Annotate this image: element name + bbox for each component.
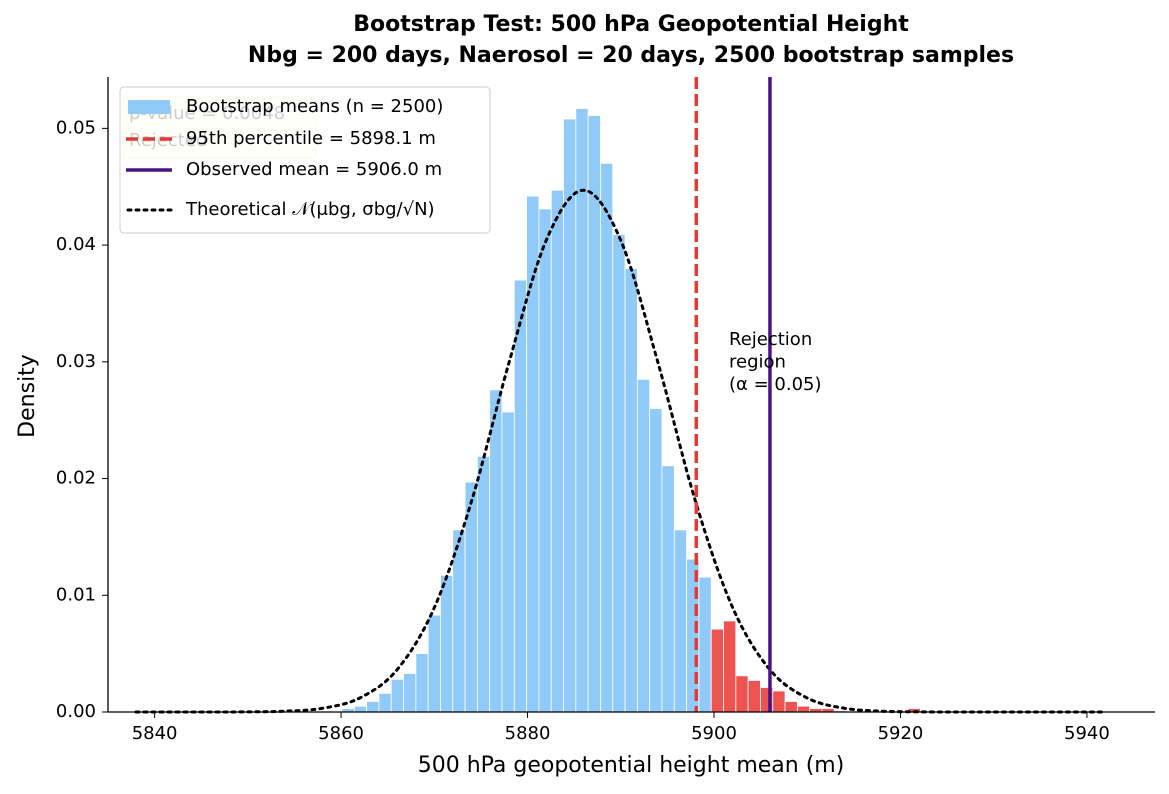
bar bbox=[710, 628, 724, 713]
legend-swatch bbox=[128, 100, 170, 114]
legend-label: Theoretical 𝒩(μbg, σbg/√N) bbox=[185, 199, 435, 220]
y-tick-label: 0.01 bbox=[56, 584, 96, 605]
legend-label: Bootstrap means (n = 2500) bbox=[186, 96, 443, 117]
bar bbox=[587, 115, 601, 713]
bar bbox=[563, 118, 577, 713]
rejection-label: Rejection bbox=[729, 329, 812, 350]
bar bbox=[649, 408, 663, 713]
bar bbox=[723, 620, 737, 713]
bar bbox=[796, 705, 811, 713]
chart-title: Bootstrap Test: 500 hPa Geopotential Hei… bbox=[353, 12, 909, 37]
bar bbox=[526, 195, 540, 713]
bar bbox=[550, 189, 564, 713]
x-tick-label: 5940 bbox=[1064, 723, 1110, 744]
bar bbox=[353, 705, 368, 713]
bar bbox=[698, 576, 712, 713]
y-axis-label: Density bbox=[15, 354, 40, 438]
bar bbox=[415, 653, 429, 713]
x-tick-label: 5900 bbox=[691, 723, 737, 744]
legend-label: Observed mean = 5906.0 m bbox=[186, 159, 442, 180]
x-tick-label: 5840 bbox=[132, 723, 178, 744]
bar bbox=[538, 208, 552, 713]
y-tick-label: 0.03 bbox=[56, 351, 96, 372]
bar bbox=[636, 378, 651, 713]
bar bbox=[661, 465, 675, 713]
x-axis-label: 500 hPa geopotential height mean (m) bbox=[418, 753, 845, 778]
legend-label: 95th percentile = 5898.1 m bbox=[186, 128, 436, 149]
bar bbox=[378, 692, 392, 713]
bar bbox=[612, 234, 626, 713]
bar bbox=[624, 268, 638, 713]
y-tick-label: 0.05 bbox=[56, 117, 96, 138]
x-tick-label: 5880 bbox=[505, 723, 551, 744]
bar bbox=[489, 389, 503, 713]
bar bbox=[747, 680, 761, 713]
legend-box bbox=[119, 86, 491, 234]
bar bbox=[427, 614, 441, 713]
bar bbox=[390, 678, 404, 713]
bar bbox=[673, 529, 688, 713]
bar bbox=[600, 162, 614, 713]
y-tick-label: 0.02 bbox=[56, 468, 96, 489]
bar bbox=[366, 701, 380, 713]
y-tick-label: 0.00 bbox=[56, 701, 96, 722]
bar bbox=[772, 690, 786, 713]
bar bbox=[784, 701, 798, 713]
bar bbox=[501, 411, 515, 713]
rejection-label: region bbox=[729, 352, 786, 373]
x-tick-label: 5920 bbox=[878, 723, 924, 744]
y-tick-label: 0.04 bbox=[56, 234, 96, 255]
bar bbox=[476, 455, 491, 713]
bar bbox=[513, 279, 528, 713]
bar bbox=[403, 673, 417, 713]
chart-subtitle: Nbg = 200 days, Naerosol = 20 days, 2500… bbox=[248, 43, 1014, 68]
x-tick-label: 5860 bbox=[318, 723, 364, 744]
rejection-label: (α = 0.05) bbox=[729, 374, 822, 395]
bar bbox=[440, 575, 454, 713]
bar bbox=[575, 108, 589, 713]
bar bbox=[735, 675, 749, 713]
